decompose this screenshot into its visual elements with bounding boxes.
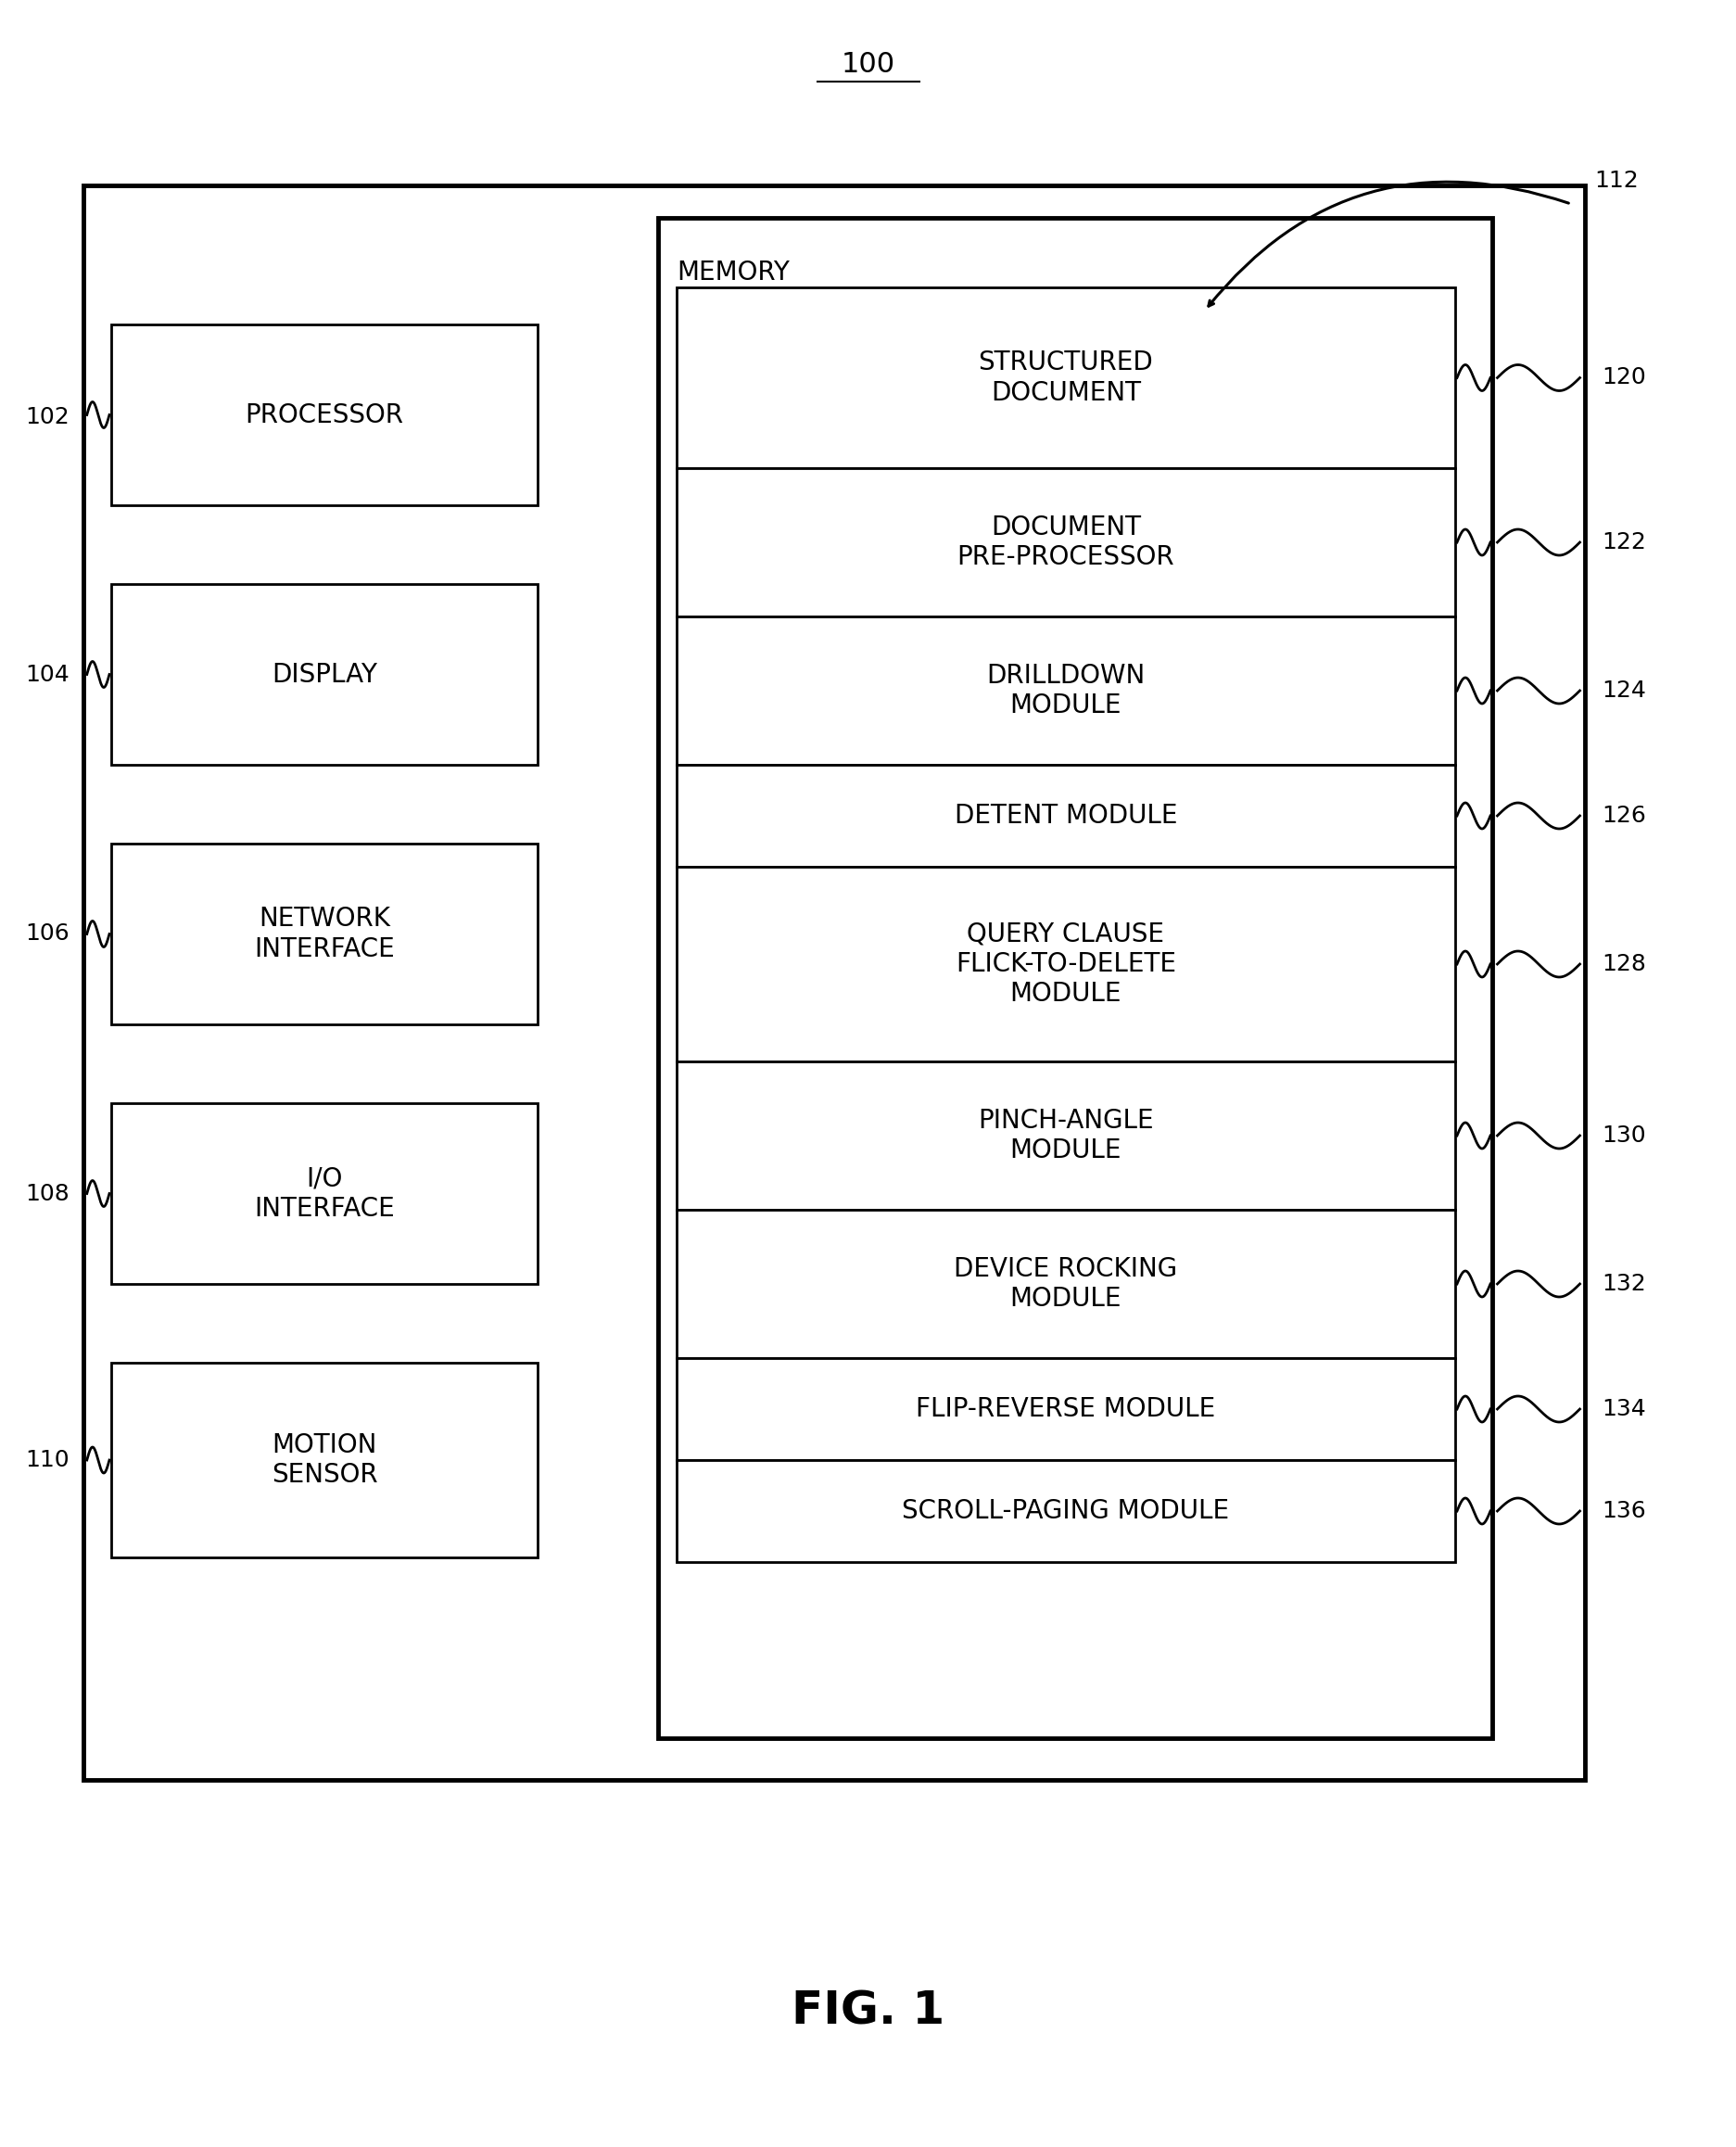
Bar (677, 1209, 1455, 1359)
Text: 126: 126 (1601, 805, 1646, 827)
Text: 136: 136 (1601, 1501, 1646, 1522)
Text: PROCESSOR: PROCESSOR (245, 401, 403, 427)
Text: STRUCTURED
DOCUMENT: STRUCTURED DOCUMENT (977, 350, 1153, 406)
Bar (677, 867, 1455, 1061)
Bar (677, 1460, 1455, 1563)
Text: 106: 106 (26, 923, 69, 945)
Text: NETWORK
INTERFACE: NETWORK INTERFACE (253, 906, 394, 962)
Text: 132: 132 (1601, 1273, 1646, 1295)
Bar (677, 764, 1455, 867)
Text: 100: 100 (840, 52, 896, 77)
Bar (111, 324, 536, 505)
Text: 130: 130 (1601, 1125, 1646, 1146)
Text: 134: 134 (1601, 1398, 1646, 1419)
Bar (677, 1359, 1455, 1460)
Bar (111, 1363, 536, 1557)
Text: 120: 120 (1601, 367, 1646, 389)
Text: SCROLL-PAGING MODULE: SCROLL-PAGING MODULE (901, 1499, 1229, 1524)
Text: I/O
INTERFACE: I/O INTERFACE (253, 1166, 394, 1222)
Text: 108: 108 (26, 1183, 69, 1204)
Text: DEVICE ROCKING
MODULE: DEVICE ROCKING MODULE (953, 1256, 1177, 1312)
Text: DOCUMENT
PRE-PROCESSOR: DOCUMENT PRE-PROCESSOR (957, 515, 1174, 571)
Bar (111, 584, 536, 764)
Text: 104: 104 (26, 663, 69, 687)
Bar (677, 1061, 1455, 1209)
Text: FLIP-REVERSE MODULE: FLIP-REVERSE MODULE (915, 1396, 1215, 1421)
Bar (658, 217, 1491, 1739)
Bar (677, 288, 1455, 468)
Text: DISPLAY: DISPLAY (271, 661, 377, 687)
Text: 112: 112 (1594, 170, 1637, 191)
Text: MOTION
SENSOR: MOTION SENSOR (271, 1432, 377, 1488)
Bar (677, 468, 1455, 616)
Text: DETENT MODULE: DETENT MODULE (953, 803, 1177, 829)
Text: MEMORY: MEMORY (677, 260, 790, 286)
Text: 124: 124 (1601, 678, 1646, 702)
Bar (677, 616, 1455, 764)
Bar (111, 844, 536, 1024)
Text: 122: 122 (1601, 530, 1646, 554)
Text: 102: 102 (26, 406, 69, 427)
Bar (111, 1104, 536, 1284)
Bar (83, 185, 1583, 1780)
Text: QUERY CLAUSE
FLICK-TO-DELETE
MODULE: QUERY CLAUSE FLICK-TO-DELETE MODULE (955, 921, 1175, 1007)
Text: 128: 128 (1601, 953, 1646, 975)
Text: PINCH-ANGLE
MODULE: PINCH-ANGLE MODULE (977, 1108, 1153, 1164)
Text: FIG. 1: FIG. 1 (792, 1990, 944, 2033)
Text: 110: 110 (26, 1449, 69, 1471)
Text: DRILLDOWN
MODULE: DRILLDOWN MODULE (986, 663, 1144, 719)
